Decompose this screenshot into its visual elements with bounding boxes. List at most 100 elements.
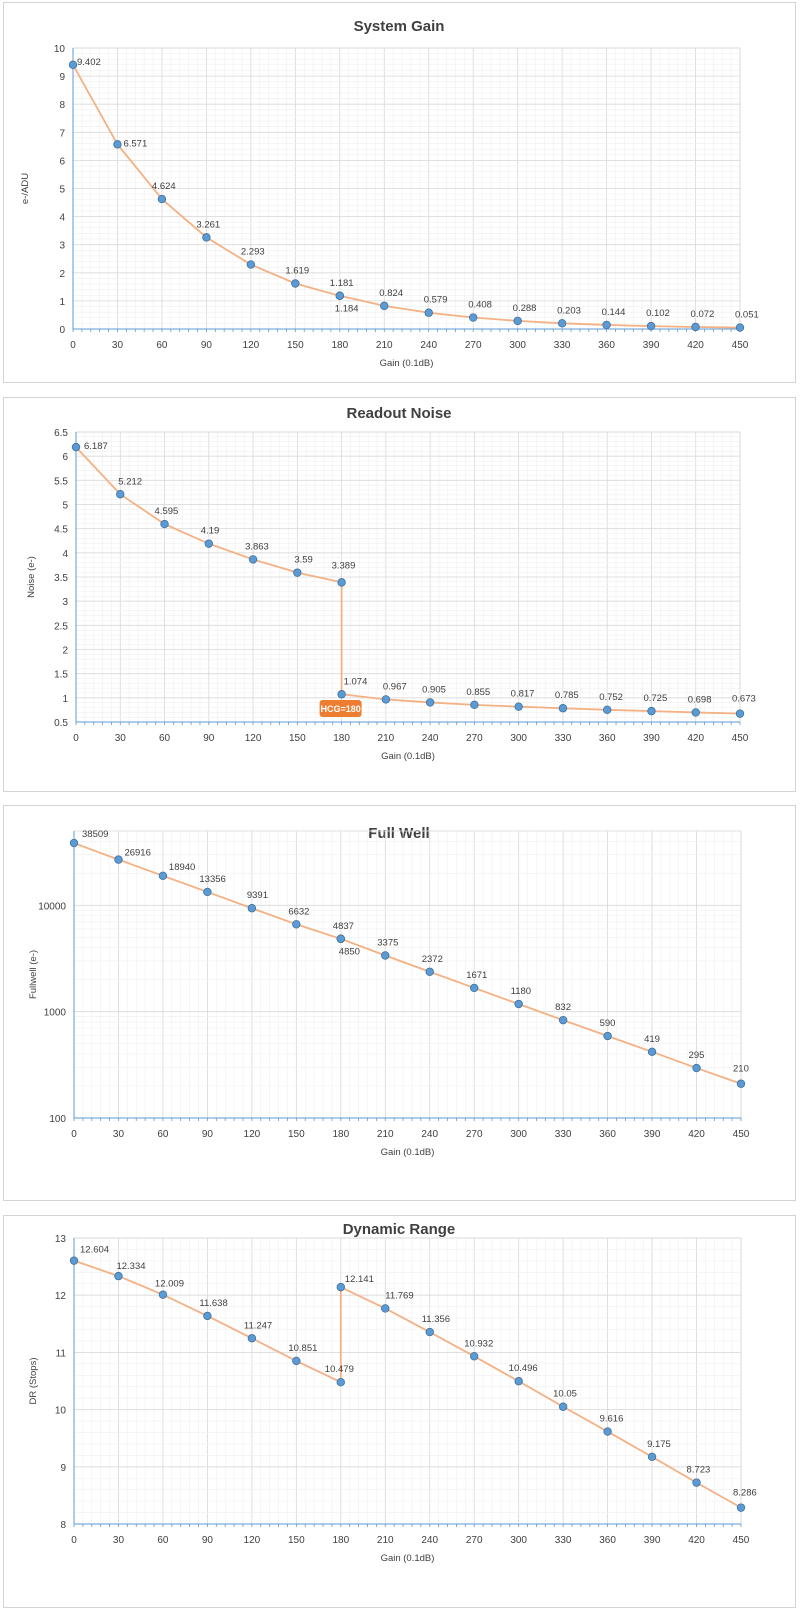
data-point [470,1352,479,1361]
data-point [335,291,344,300]
data-label: 0.967 [383,681,407,692]
x-tick-label: 60 [157,1535,169,1546]
hcg-badge [319,700,362,717]
x-tick-label: 420 [688,1535,705,1546]
data-label: 10.479 [325,1364,354,1375]
series-line [73,842,742,1085]
data-point [113,140,122,149]
y-tick-label: 3 [62,597,68,608]
data-point [514,1377,523,1386]
data-point [692,1063,701,1073]
data-label: 4850 [339,947,360,958]
data-point [248,555,258,564]
data-point [204,539,213,548]
x-tick-label: 30 [115,733,127,744]
data-point [691,322,700,332]
data-point [647,706,656,716]
data-label: 0.855 [466,687,490,698]
x-tick-label: 150 [288,1535,305,1546]
data-label: 9.175 [647,1439,671,1450]
y-tick-label: 10 [54,44,66,55]
x-tick-label: 60 [157,1129,169,1140]
data-label: 11.638 [199,1298,227,1309]
data-point [337,578,346,587]
x-tick-label: 300 [510,1535,527,1546]
y-tick-label: 3 [59,241,65,252]
data-point [247,904,257,913]
data-point [69,838,79,848]
data-point [514,702,523,711]
data-label: 2.293 [241,247,265,258]
data-label: 9391 [247,890,268,901]
hcg-badge-label: HCG=180 [320,704,360,714]
data-point [603,705,612,715]
data-point [425,1327,434,1337]
data-label: 10.932 [464,1338,493,1349]
x-tick-label: 180 [333,733,350,744]
data-label: 0.725 [643,693,667,704]
y-tick-label: 10000 [38,901,66,912]
y-tick-label: 5 [59,185,65,196]
x-tick-label: 390 [643,733,660,744]
data-point [246,260,256,269]
data-point [736,1503,746,1512]
x-tick-label: 450 [732,340,749,351]
data-label: 6.187 [84,441,108,452]
x-tick-label: 180 [331,340,348,351]
x-tick-label: 330 [555,1129,572,1140]
data-point [69,1256,79,1265]
x-tick-label: 330 [554,340,571,351]
data-point [381,951,390,960]
data-label: 10.05 [553,1389,577,1400]
y-tick-label: 6.5 [54,428,68,439]
data-point [603,1031,612,1041]
chart-title: Dynamic Range [343,1221,456,1238]
data-point [157,194,167,204]
data-label: 0.072 [691,309,715,320]
y-tick-label: 2 [62,646,68,657]
y-tick-label: 11 [56,1348,67,1359]
x-tick-label: 300 [510,1129,527,1140]
data-label: 0.824 [379,288,403,299]
data-label: 12.334 [116,1261,145,1272]
data-point [337,690,346,699]
data-label: 3375 [377,937,398,948]
data-label: 38509 [82,829,108,840]
x-tick-label: 420 [687,733,704,744]
data-label: 0.579 [424,295,448,306]
data-point [380,301,389,311]
x-tick-label: 90 [202,1129,214,1140]
data-label: 11.356 [422,1314,450,1325]
y-tick-label: 8 [59,100,65,111]
data-point [247,1334,257,1343]
data-label: 5.212 [118,476,142,487]
x-tick-label: 360 [599,1129,616,1140]
x-tick-label: 30 [113,1129,125,1140]
data-label: 0.905 [422,684,446,695]
data-point [114,1271,123,1281]
data-point [160,519,169,529]
x-tick-label: 360 [598,340,615,351]
data-point [381,695,391,704]
full-well-chart: Full Well 0 30 60 90 120 150 180 210 240 270 300 330… [28,825,750,1158]
data-point [336,1282,345,1292]
data-label: 0.785 [555,690,579,701]
x-tick-label: 270 [466,1535,483,1546]
data-label: 210 [733,1064,749,1075]
data-point [68,60,78,70]
x-tick-label: 240 [421,1535,438,1546]
x-tick-label: 390 [643,340,660,351]
data-point [291,279,300,288]
data-point [116,490,125,499]
dynamic-range-chart: Dynamic Range 0 30 60 90 120 150 180 210 240 270 30… [28,1221,757,1564]
data-point [425,967,434,976]
x-tick-label: 180 [332,1129,349,1140]
y-tick-label: 5.5 [54,476,68,487]
x-tick-label: 150 [287,340,304,351]
y-tick-label: 100 [49,1114,66,1125]
y-axis-title: DR (Stops) [28,1358,39,1405]
y-tick-label: 8 [60,1520,66,1531]
x-tick-label: 60 [156,340,168,351]
x-tick-label: 0 [71,1129,77,1140]
data-label: 8.723 [687,1465,711,1476]
